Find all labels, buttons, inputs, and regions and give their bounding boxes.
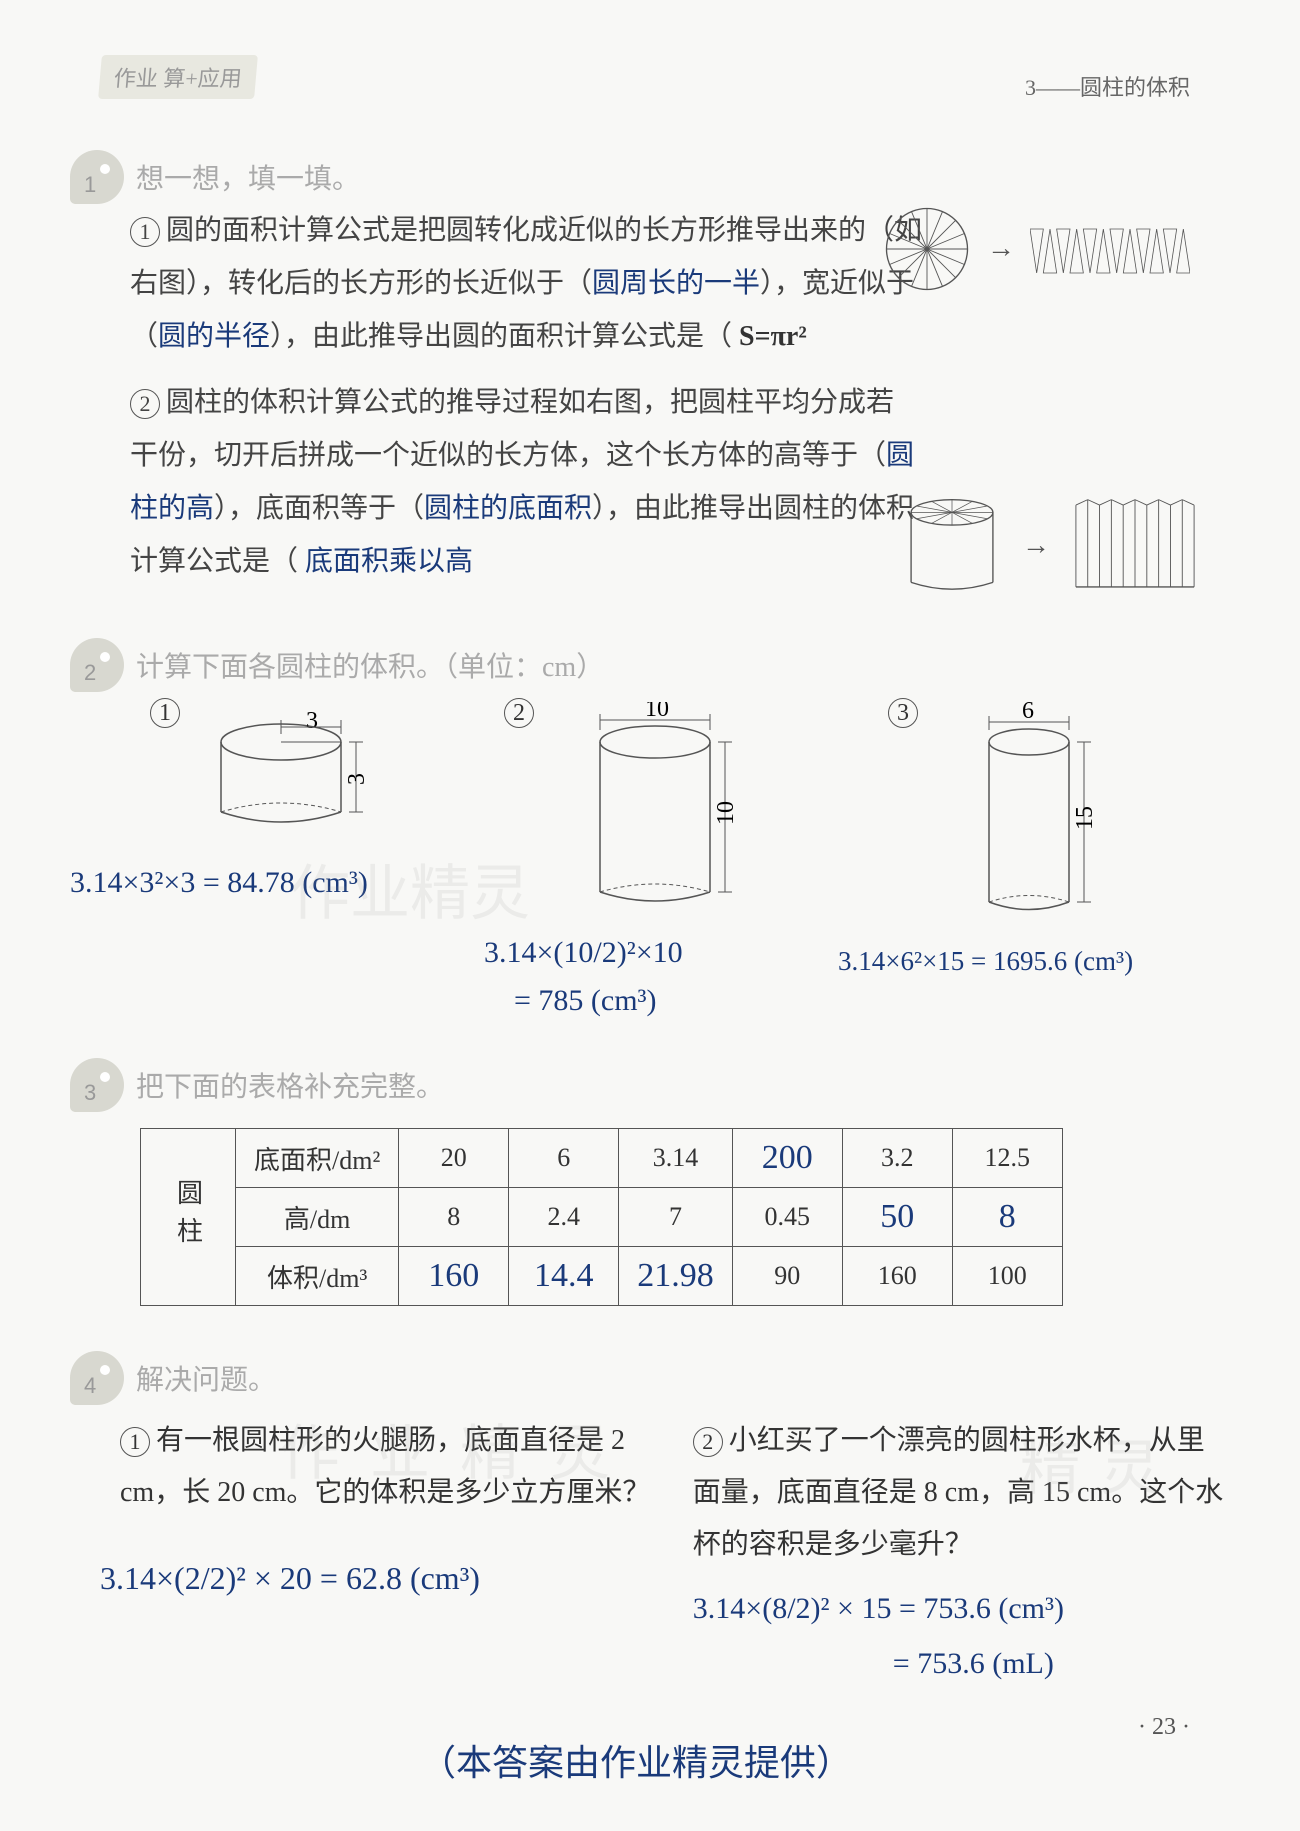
- cyl1-answer: 3.14×3²×3 = 84.78 (cm³): [70, 866, 462, 900]
- circle-num: 3: [888, 698, 918, 728]
- svg-text:10: 10: [713, 801, 739, 825]
- section2-title: 计算下面各圆柱的体积。（单位：cm）: [136, 645, 604, 685]
- table-cell: 160: [399, 1247, 509, 1306]
- circle-num-1: 1: [130, 217, 160, 247]
- q1-text: 1圆的面积计算公式是把圆转化成近似的长方形推导出来的（如右图），转化后的长方形的…: [130, 204, 1230, 364]
- table-cell: 3.2: [842, 1129, 952, 1188]
- circle-num: 2: [504, 698, 534, 728]
- table-header: 高/dm: [236, 1188, 399, 1247]
- bird-icon: 2: [70, 638, 124, 692]
- table-vlabel: 圆柱: [141, 1129, 236, 1306]
- svg-text:3: 3: [344, 773, 370, 785]
- cuboid-slice-icon: [1065, 496, 1205, 596]
- cyl2-answer-line2: = 785 (cm³): [514, 984, 836, 1018]
- cylinder-diagram: 10 10: [570, 702, 750, 922]
- bird-icon: 3: [70, 1058, 124, 1112]
- circle-num: 1: [120, 1427, 150, 1457]
- bird-icon: 4: [70, 1351, 124, 1405]
- circle-num: 1: [150, 698, 180, 728]
- section-1: 1 想一想，填一填。 1圆的面积计算公式是把圆转化成近似的长方形推导出来的（如右…: [70, 150, 1230, 588]
- svg-text:6: 6: [1022, 702, 1034, 724]
- table-cell: 50: [842, 1188, 952, 1247]
- section3-title: 把下面的表格补充完整。: [136, 1065, 444, 1105]
- table-cell: 200: [732, 1129, 842, 1188]
- problem2-answer-line2: = 753.6 (mL): [893, 1636, 1226, 1692]
- section1-title: 想一想，填一填。: [136, 157, 360, 197]
- circle-num-2: 2: [130, 389, 160, 419]
- cylinder-1: 1 3 3 3.14×3²×3 = 84.78 (cm³): [110, 702, 462, 1018]
- header-tag: 作业 算+应用: [98, 55, 258, 99]
- table-cell: 7: [619, 1188, 733, 1247]
- q2-text: 2圆柱的体积计算公式的推导过程如右图，把圆柱平均分成若干份，切开后拼成一个近似的…: [130, 376, 1230, 589]
- table-cell: 100: [952, 1247, 1062, 1306]
- table-cell: 14.4: [509, 1247, 619, 1306]
- header-topic: 3——圆柱的体积: [1025, 70, 1190, 102]
- problem-2: 2小红买了一个漂亮的圆柱形水杯，从里面量，底面直径是 8 cm，高 15 cm。…: [693, 1415, 1226, 1691]
- page-number: · 23 ·: [1138, 1714, 1190, 1741]
- cylinder-3: 3 6 15 3.14×6²×15 = 1695.6 (cm³): [858, 702, 1210, 1018]
- circle-num: 2: [693, 1427, 723, 1457]
- table-cell: 3.14: [619, 1129, 733, 1188]
- table-header: 底面积/dm²: [236, 1129, 399, 1188]
- problem1-answer: 3.14×(2/2)² × 20 = 62.8 (cm³): [100, 1549, 653, 1608]
- arrow-icon: →: [1022, 519, 1050, 572]
- cyl2-answer-line1: 3.14×(10/2)²×10: [484, 936, 836, 970]
- footer-note: （本答案由作业精灵提供）: [420, 1734, 852, 1786]
- sliced-cylinder-icon: [897, 496, 1007, 596]
- table-cell: 21.98: [619, 1247, 733, 1306]
- table-cell: 160: [842, 1247, 952, 1306]
- rect-slice-icon: [1030, 219, 1190, 279]
- circle-to-rect-diagram: →: [882, 204, 1190, 294]
- table-cell: 8: [399, 1188, 509, 1247]
- sliced-circle-icon: [882, 204, 972, 294]
- table-cell: 8: [952, 1188, 1062, 1247]
- table-cell: 12.5: [952, 1129, 1062, 1188]
- section-4: 4 解决问题。 1有一根圆柱形的火腿肠，底面直径是 2 cm，长 20 cm。它…: [70, 1351, 1230, 1691]
- table-cell: 90: [732, 1247, 842, 1306]
- bird-icon: 1: [70, 150, 124, 204]
- table-cell: 2.4: [509, 1188, 619, 1247]
- cyl3-answer: 3.14×6²×15 = 1695.6 (cm³): [838, 946, 1210, 977]
- table-cell: 6: [509, 1129, 619, 1188]
- svg-text:3: 3: [306, 708, 318, 734]
- svg-text:10: 10: [645, 702, 669, 722]
- arrow-icon: →: [987, 222, 1015, 275]
- cylinder-diagram: 6 15: [954, 702, 1114, 932]
- cylinder-diagram: 3 3: [201, 702, 371, 852]
- section-3: 3 把下面的表格补充完整。 圆柱 底面积/dm² 20 6 3.14 200 3…: [70, 1058, 1230, 1306]
- table-cell: 20: [399, 1129, 509, 1188]
- section-2: 2 计算下面各圆柱的体积。（单位：cm） 1 3 3 3.14×3²×3 =: [70, 638, 1230, 1018]
- section4-title: 解决问题。: [136, 1358, 276, 1398]
- table-cell: 0.45: [732, 1188, 842, 1247]
- cylinder-to-cuboid-diagram: →: [897, 496, 1205, 596]
- cylinder-2: 2 10 10 3.14×(10/2)²×10 = 785 (cm³): [484, 702, 836, 1018]
- svg-text:15: 15: [1072, 806, 1098, 830]
- problem2-answer-line1: 3.14×(8/2)² × 15 = 753.6 (cm³): [693, 1581, 1226, 1637]
- cylinder-table: 圆柱 底面积/dm² 20 6 3.14 200 3.2 12.5 高/dm 8…: [140, 1128, 1063, 1306]
- table-header: 体积/dm³: [236, 1247, 399, 1306]
- problem-1: 1有一根圆柱形的火腿肠，底面直径是 2 cm，长 20 cm。它的体积是多少立方…: [120, 1415, 653, 1691]
